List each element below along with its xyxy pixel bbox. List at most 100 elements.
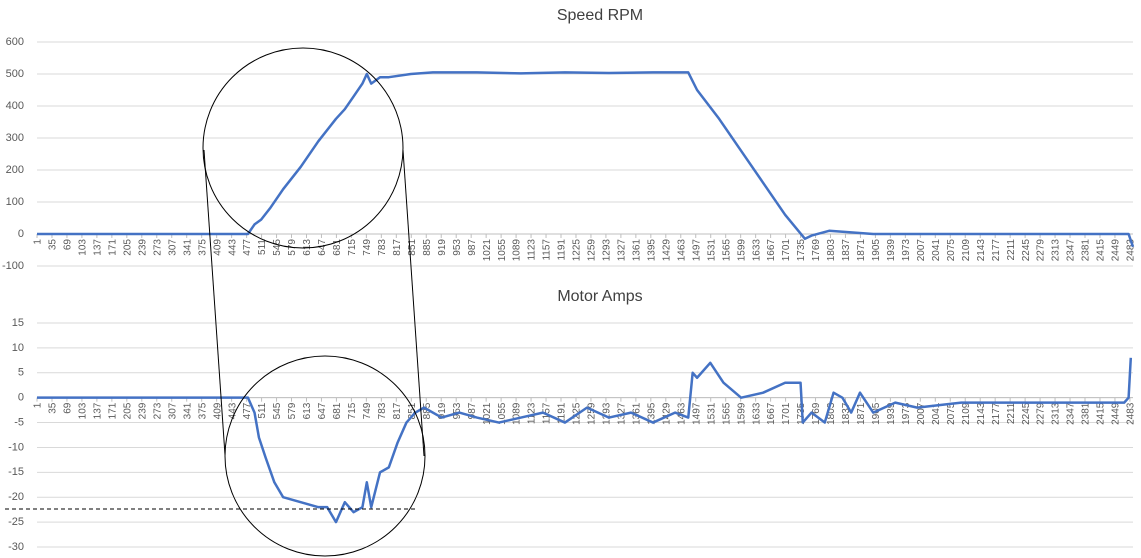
x-tick-label: 1225 bbox=[572, 239, 583, 262]
x-tick-label: 2483 bbox=[1126, 239, 1137, 262]
x-tick-label: 2415 bbox=[1096, 239, 1107, 262]
x-tick-label: 1973 bbox=[901, 239, 912, 262]
y-tick-label: 600 bbox=[6, 36, 24, 48]
x-tick-label: 2381 bbox=[1081, 402, 1092, 425]
x-tick-label: 681 bbox=[332, 402, 343, 419]
x-tick-label: 239 bbox=[137, 239, 148, 256]
x-tick-label: 2041 bbox=[931, 402, 942, 425]
y-tick-label: 10 bbox=[12, 342, 24, 354]
x-tick-label: 1361 bbox=[631, 239, 642, 262]
x-tick-label: 2381 bbox=[1081, 239, 1092, 262]
y-tick-label: 0 bbox=[18, 228, 24, 240]
x-tick-label: 919 bbox=[437, 402, 448, 419]
y-tick-label: 400 bbox=[6, 100, 24, 112]
x-tick-label: 1905 bbox=[871, 402, 882, 425]
x-tick-label: 2075 bbox=[946, 239, 957, 262]
x-tick-label: 2075 bbox=[946, 402, 957, 425]
x-tick-label: 341 bbox=[182, 402, 193, 419]
x-tick-label: 715 bbox=[347, 402, 358, 419]
x-tick-label: 205 bbox=[122, 239, 133, 256]
x-tick-label: 817 bbox=[392, 402, 403, 419]
y-tick-label: 100 bbox=[6, 196, 24, 208]
x-tick-label: 511 bbox=[257, 239, 268, 255]
x-tick-label: 1463 bbox=[676, 402, 687, 425]
x-tick-label: 1769 bbox=[811, 402, 822, 425]
x-tick-label: 1837 bbox=[841, 402, 852, 425]
y-tick-label: -15 bbox=[8, 466, 24, 478]
x-tick-label: 69 bbox=[63, 402, 74, 414]
x-tick-label: 103 bbox=[78, 402, 89, 419]
x-tick-label: 2313 bbox=[1051, 402, 1062, 425]
x-tick-label: 1599 bbox=[736, 402, 747, 425]
x-tick-label: 1531 bbox=[706, 239, 717, 262]
x-tick-label: 783 bbox=[377, 239, 388, 256]
x-tick-label: 647 bbox=[317, 402, 328, 419]
x-tick-label: 1123 bbox=[527, 402, 538, 424]
x-tick-label: 341 bbox=[182, 239, 193, 256]
x-tick-label: 2041 bbox=[931, 239, 942, 262]
x-tick-label: 1055 bbox=[497, 402, 508, 425]
x-tick-label: 613 bbox=[302, 402, 313, 419]
x-tick-label: 409 bbox=[212, 402, 223, 419]
x-tick-label: 2211 bbox=[1006, 402, 1017, 424]
x-tick-label: 1565 bbox=[721, 239, 732, 262]
chart-title: Speed RPM bbox=[557, 7, 643, 24]
x-tick-label: 1667 bbox=[766, 402, 777, 425]
x-tick-label: 409 bbox=[212, 239, 223, 256]
x-tick-label: 1871 bbox=[856, 239, 867, 262]
x-tick-label: 1633 bbox=[751, 402, 762, 425]
x-tick-label: 987 bbox=[467, 239, 478, 256]
x-tick-label: 2177 bbox=[991, 239, 1002, 262]
x-tick-label: 1939 bbox=[886, 402, 897, 425]
x-tick-label: 443 bbox=[227, 402, 238, 419]
x-tick-label: 1701 bbox=[781, 402, 792, 425]
x-tick-label: 2347 bbox=[1066, 239, 1077, 262]
x-tick-label: 239 bbox=[137, 402, 148, 419]
y-tick-label: 0 bbox=[18, 392, 24, 404]
x-tick-label: 579 bbox=[287, 402, 298, 419]
x-tick-label: 477 bbox=[242, 239, 253, 256]
x-tick-label: 477 bbox=[242, 402, 253, 419]
x-tick-label: 1429 bbox=[661, 402, 672, 425]
x-tick-label: 1735 bbox=[796, 239, 807, 262]
x-tick-label: 137 bbox=[93, 239, 104, 256]
x-tick-label: 1769 bbox=[811, 239, 822, 262]
y-tick-label: 15 bbox=[12, 317, 24, 329]
x-tick-label: 715 bbox=[347, 239, 358, 256]
x-tick-label: 273 bbox=[152, 402, 163, 419]
x-tick-label: 545 bbox=[272, 402, 283, 419]
x-tick-label: 375 bbox=[197, 239, 208, 256]
x-tick-label: 443 bbox=[227, 239, 238, 256]
x-tick-label: 375 bbox=[197, 402, 208, 419]
x-tick-label: 851 bbox=[407, 402, 418, 419]
x-tick-label: 1293 bbox=[602, 239, 613, 262]
x-tick-label: 1633 bbox=[751, 239, 762, 262]
y-tick-label: 300 bbox=[6, 132, 24, 144]
x-tick-label: 1327 bbox=[617, 239, 628, 262]
x-tick-label: 511 bbox=[257, 402, 268, 418]
x-tick-label: 1259 bbox=[587, 402, 598, 425]
y-tick-label: -30 bbox=[8, 541, 24, 553]
x-tick-label: 2449 bbox=[1111, 402, 1122, 425]
x-tick-label: 1803 bbox=[826, 402, 837, 425]
x-tick-label: 1123 bbox=[527, 239, 538, 261]
x-tick-label: 2279 bbox=[1036, 402, 1047, 425]
x-tick-label: 1191 bbox=[557, 402, 568, 424]
data-line bbox=[37, 71, 1135, 248]
x-tick-label: 851 bbox=[407, 239, 418, 256]
x-tick-label: 1259 bbox=[587, 239, 598, 262]
x-tick-label: 171 bbox=[107, 402, 118, 419]
x-tick-label: 545 bbox=[272, 239, 283, 256]
x-tick-label: 647 bbox=[317, 239, 328, 256]
x-tick-label: 1497 bbox=[691, 239, 702, 262]
x-tick-label: 1463 bbox=[676, 239, 687, 262]
x-tick-label: 1497 bbox=[691, 402, 702, 425]
x-tick-label: 2483 bbox=[1126, 402, 1137, 425]
x-tick-label: 1395 bbox=[646, 239, 657, 262]
data-line bbox=[37, 357, 1133, 524]
y-tick-label: -5 bbox=[14, 416, 24, 428]
x-tick-label: 273 bbox=[152, 239, 163, 256]
x-tick-label: 1429 bbox=[661, 239, 672, 262]
